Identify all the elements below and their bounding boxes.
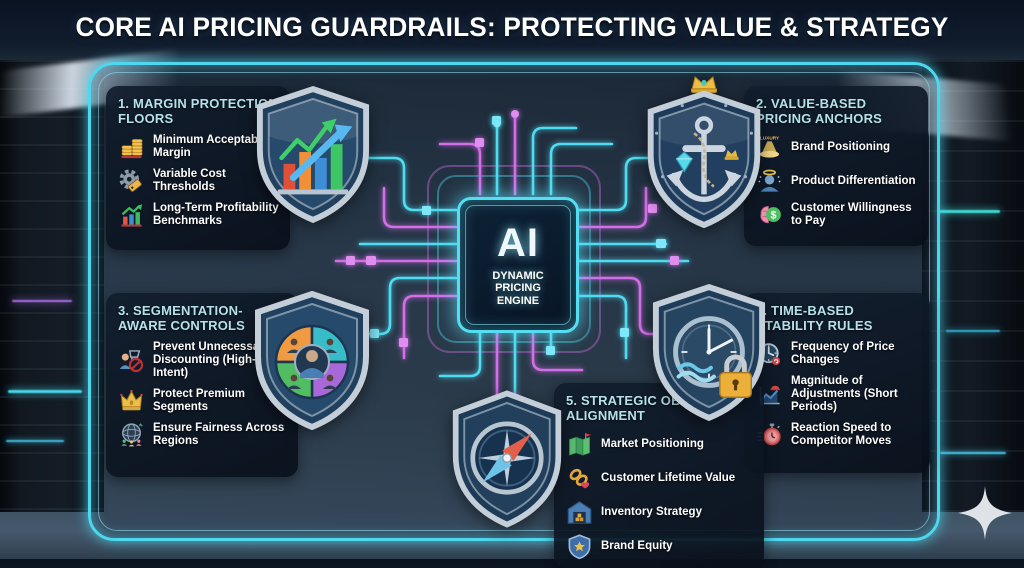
chip-sublabel: DYNAMIC PRICING ENGINE <box>492 270 544 307</box>
map-flag-icon <box>566 431 593 458</box>
page-title: CORE AI PRICING GUARDRAILS: PROTECTING V… <box>75 12 949 42</box>
rack-glow-cyan <box>8 390 82 393</box>
list-item: Prevent Unnecessary Discounting (High-In… <box>118 341 287 381</box>
rack-glow-cyan-2 <box>6 440 64 442</box>
list-item: Frequency of Price Changes <box>756 341 919 368</box>
item-label: Customer Lifetime Value <box>601 471 736 484</box>
section-time-based-stability-rules: 4. TIME-BASED STABILITY RULES Frequency … <box>744 293 930 473</box>
block-discount-icon <box>118 347 145 374</box>
chip-label: AI <box>497 221 539 266</box>
brain-dollar-icon: $ <box>756 202 783 229</box>
coins-icon <box>118 134 145 161</box>
svg-text:LUXURY: LUXURY <box>760 135 780 141</box>
list-item: Inventory Strategy <box>566 499 753 526</box>
item-label: Minimum Acceptable Margin <box>153 133 268 160</box>
list-item: Minimum Acceptable Margin <box>118 134 279 161</box>
item-label: Brand Equity <box>601 539 673 552</box>
list-item: $ Customer Willingness to Pay <box>756 202 917 229</box>
circuit-traces <box>334 110 690 404</box>
rack-glow-purple <box>12 300 72 302</box>
section-strategic-objective-alignment: 5. STRATEGIC OBJECTIVE ALIGNMENT Market … <box>554 383 764 568</box>
growth-chart-shield-icon <box>254 84 372 224</box>
section-heading: 1. MARGIN PROTECTION FLOORS <box>118 96 279 127</box>
item-label: Prevent Unnecessary Discounting (High-In… <box>153 340 270 380</box>
list-item: Magnitude of Adjustments (Short Periods) <box>756 375 919 415</box>
item-label: Variable Cost Thresholds <box>153 167 226 194</box>
compass-shield-icon <box>450 386 564 532</box>
list-item: Market Positioning <box>566 431 753 458</box>
item-label: Brand Positioning <box>791 140 891 153</box>
chain-heart-icon <box>566 465 593 492</box>
item-label: Reaction Speed to Competitor Moves <box>791 421 892 447</box>
item-label: Inventory Strategy <box>601 505 702 518</box>
item-label: Long-Term Profitability Benchmarks <box>153 201 279 228</box>
list-item: Protect Premium Segments <box>118 387 287 414</box>
halo-person-icon <box>756 168 783 195</box>
list-item: Reaction Speed to Competitor Moves <box>756 421 919 448</box>
section-value-based-pricing-anchors: 2. VALUE-BASED PRICING ANCHORS LUXURY Br… <box>744 86 928 246</box>
anchor-shield-icon <box>642 74 766 229</box>
list-item: Product Differentiation <box>756 168 917 195</box>
list-item: LUXURY Brand Positioning <box>756 134 917 161</box>
svg-text:$: $ <box>770 209 776 221</box>
item-label: Frequency of Price Changes <box>791 340 895 367</box>
clock-lock-shield-icon <box>650 283 768 422</box>
crown-icon <box>118 387 145 414</box>
rack-glow-teal <box>938 210 1000 213</box>
server-rack-left <box>0 60 104 559</box>
item-label: Customer Willingness to Pay <box>791 201 912 228</box>
gear-price-tag-icon <box>118 168 145 195</box>
globe-people-icon <box>118 421 145 448</box>
section-segmentation-aware-controls: 3. SEGMENTATION-AWARE CONTROLS Prevent U… <box>106 293 298 477</box>
item-label: Ensure Fairness Across Regions <box>153 421 285 447</box>
item-label: Protect Premium Segments <box>153 387 246 413</box>
segmented-users-shield-icon <box>252 290 372 431</box>
list-item: Variable Cost Thresholds <box>118 168 279 195</box>
sparkle-icon <box>958 486 1012 540</box>
rack-glow-teal-3 <box>940 452 1006 454</box>
list-item: Customer Lifetime Value <box>566 465 753 492</box>
ai-chip: AI DYNAMIC PRICING ENGINE <box>457 197 579 333</box>
section-heading: 4. TIME-BASED STABILITY RULES <box>756 303 873 334</box>
warehouse-icon <box>566 499 593 526</box>
list-item: Ensure Fairness Across Regions <box>118 421 287 448</box>
luxury-spotlight-icon: LUXURY <box>756 134 783 161</box>
star-shield-icon <box>566 533 593 560</box>
rack-glow-teal-2 <box>946 330 1000 332</box>
list-item: Brand Equity <box>566 533 753 560</box>
bar-chart-growth-icon <box>118 202 145 229</box>
section-heading: 2. VALUE-BASED PRICING ANCHORS <box>756 96 883 127</box>
item-label: Product Differentiation <box>791 174 916 187</box>
item-label: Magnitude of Adjustments (Short Periods) <box>791 374 898 414</box>
item-label: Market Positioning <box>601 437 704 450</box>
list-item: Long-Term Profitability Benchmarks <box>118 202 279 229</box>
section-heading: 3. SEGMENTATION-AWARE CONTROLS <box>118 303 246 334</box>
